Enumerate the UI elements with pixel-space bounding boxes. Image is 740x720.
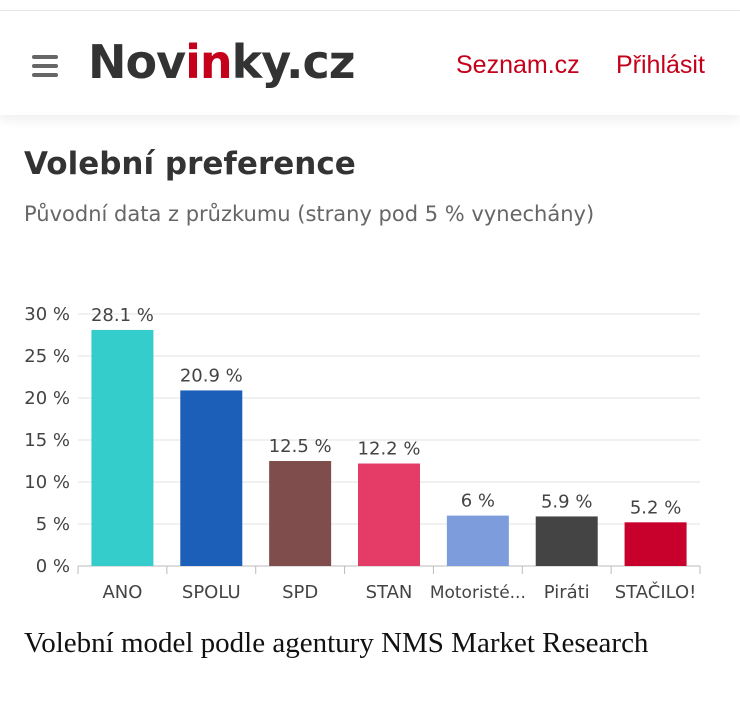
data-label: 28.1 % — [91, 305, 154, 326]
data-label: 20.9 % — [180, 365, 243, 386]
site-logo[interactable]: Novinky.cz — [88, 35, 356, 89]
x-category-label: SPD — [282, 582, 318, 603]
bar — [358, 463, 420, 566]
seznam-link[interactable]: Seznam.cz — [456, 51, 580, 79]
x-category-label: STAN — [366, 582, 413, 603]
data-label: 5.2 % — [630, 497, 681, 518]
menu-icon[interactable] — [32, 55, 58, 77]
x-category-label: Piráti — [544, 582, 590, 603]
bar — [624, 522, 687, 566]
y-tick-label: 15 % — [24, 430, 70, 451]
logo-text-end: ky.cz — [231, 35, 356, 89]
y-tick-label: 30 % — [24, 304, 70, 325]
bar — [535, 516, 598, 566]
y-tick-label: 0 % — [36, 556, 70, 577]
bar — [91, 329, 154, 566]
chart-title: Volební preference — [24, 146, 356, 182]
y-tick-label: 25 % — [24, 346, 70, 367]
bar — [180, 390, 243, 566]
y-tick-label: 10 % — [24, 472, 70, 493]
chart-caption: Volební model podle agentury NMS Market … — [24, 627, 649, 659]
x-category-label: Motoristé... — [430, 583, 526, 603]
data-label: 5.9 % — [541, 491, 592, 512]
bar — [269, 461, 332, 566]
y-tick-label: 20 % — [24, 388, 70, 409]
data-label: 6 % — [461, 491, 495, 512]
y-tick-label: 5 % — [36, 514, 70, 535]
x-category-label: ANO — [102, 582, 142, 603]
site-header: Novinky.cz Seznam.cz Přihlásit — [0, 11, 740, 115]
logo-text-start: Nov — [88, 35, 186, 89]
bar-chart: 0 % 5 % 10 % 15 % 20 % 25 % 30 % 28.1 % ANO 20.9 … — [24, 304, 701, 603]
chart-subtitle: Původní data z průzkumu (strany pod 5 % … — [24, 202, 595, 226]
login-link[interactable]: Přihlásit — [616, 51, 705, 79]
logo-text-accent: in — [185, 35, 233, 89]
top-divider — [0, 10, 740, 11]
x-category-label: STAČILO! — [615, 581, 697, 603]
bar — [446, 515, 509, 566]
data-label: 12.5 % — [269, 436, 332, 457]
data-label: 12.2 % — [358, 439, 421, 460]
x-category-label: SPOLU — [182, 582, 241, 603]
